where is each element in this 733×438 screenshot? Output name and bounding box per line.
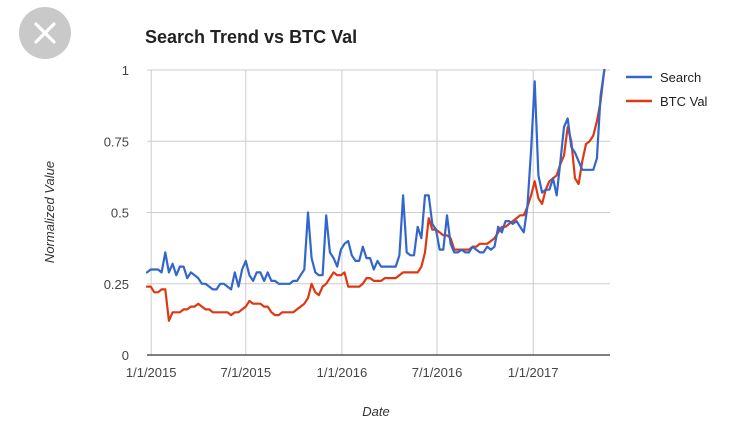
y-tick-label: 1 (122, 63, 129, 78)
series-line-search (145, 68, 606, 291)
chart-title: Search Trend vs BTC Val (145, 27, 357, 47)
y-tick-label: 0.5 (111, 206, 129, 221)
close-button[interactable] (19, 7, 71, 59)
x-axis-ticks: 1/1/2015 7/1/2015 1/1/2016 7/1/2016 1/1/2017 (126, 365, 559, 380)
x-tick-label: 1/1/2016 (317, 365, 368, 380)
x-tick-label: 1/1/2015 (126, 365, 177, 380)
legend-label: BTC Val (660, 94, 708, 109)
y-tick-label: 0.25 (104, 277, 129, 292)
y-axis-ticks: 0 0.25 0.5 0.75 1 (104, 63, 129, 363)
series-lines (145, 68, 606, 322)
legend-item: BTC Val (626, 94, 708, 109)
legend-label: Search (660, 70, 701, 85)
x-tick-label: 7/1/2016 (412, 365, 463, 380)
close-icon (34, 22, 56, 44)
legend: Search BTC Val (626, 70, 708, 109)
y-axis-label: Normalized Value (42, 161, 57, 263)
legend-item: Search (626, 70, 701, 85)
y-tick-label: 0.75 (104, 134, 129, 149)
x-tick-label: 7/1/2015 (220, 365, 271, 380)
y-tick-label: 0 (122, 348, 129, 363)
x-axis-label: Date (362, 404, 389, 419)
x-tick-label: 1/1/2017 (508, 365, 559, 380)
